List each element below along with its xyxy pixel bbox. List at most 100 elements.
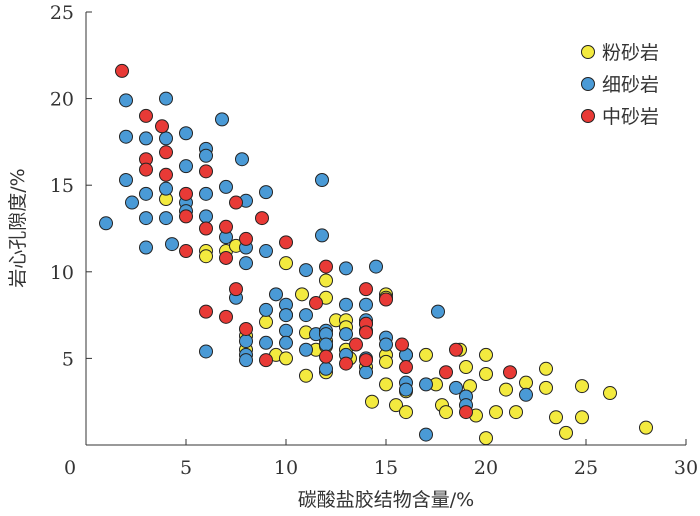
data-point-fine-sandstone <box>259 185 273 200</box>
y-tick-label: 20 <box>50 89 74 111</box>
data-point-siltstone <box>439 405 453 420</box>
data-point-medium-sandstone <box>199 304 213 319</box>
data-point-siltstone <box>489 405 503 420</box>
data-point-siltstone <box>539 361 553 376</box>
data-point-medium-sandstone <box>199 164 213 179</box>
data-point-medium-sandstone <box>459 405 473 420</box>
x-tick-label: 15 <box>374 457 398 479</box>
data-point-fine-sandstone <box>215 112 229 127</box>
data-point-siltstone <box>295 287 309 302</box>
data-point-fine-sandstone <box>339 261 353 276</box>
data-point-fine-sandstone <box>119 129 133 144</box>
data-point-fine-sandstone <box>379 337 393 352</box>
data-point-medium-sandstone <box>439 365 453 380</box>
data-point-fine-sandstone <box>235 152 249 167</box>
data-point-fine-sandstone <box>359 297 373 312</box>
data-point-fine-sandstone <box>165 237 179 252</box>
legend-label-medium-sandstone: 中砂岩 <box>602 106 659 128</box>
data-point-siltstone <box>279 351 293 366</box>
data-point-fine-sandstone <box>179 159 193 174</box>
data-point-medium-sandstone <box>179 244 193 259</box>
data-point-siltstone <box>603 386 617 401</box>
legend-marker-siltstone <box>581 45 595 59</box>
data-point-siltstone <box>575 379 589 394</box>
data-point-siltstone <box>389 398 403 413</box>
legend: 粉砂岩 细砂岩 中砂岩 <box>581 42 659 128</box>
data-point-fine-sandstone <box>139 240 153 255</box>
ticks: 0 5 10 15 20 25 30 5 10 15 20 25 <box>50 2 698 479</box>
data-point-fine-sandstone <box>219 179 233 194</box>
data-point-medium-sandstone <box>199 221 213 236</box>
data-point-fine-sandstone <box>369 259 383 274</box>
data-point-siltstone <box>519 375 533 390</box>
data-point-fine-sandstone <box>399 382 413 397</box>
data-point-siltstone <box>459 360 473 375</box>
data-point-fine-sandstone <box>269 287 283 302</box>
data-point-fine-sandstone <box>315 173 329 188</box>
data-point-fine-sandstone <box>139 211 153 226</box>
data-point-siltstone <box>379 377 393 392</box>
data-point-fine-sandstone <box>449 380 463 395</box>
data-point-medium-sandstone <box>259 353 273 368</box>
data-point-medium-sandstone <box>139 108 153 123</box>
data-point-fine-sandstone <box>259 244 273 259</box>
data-point-medium-sandstone <box>279 235 293 250</box>
x-tick-label: 0 <box>64 457 76 479</box>
legend-marker-fine-sandstone <box>581 77 595 91</box>
data-point-fine-sandstone <box>139 186 153 201</box>
x-tick-label: 30 <box>674 457 698 479</box>
data-point-fine-sandstone <box>259 335 273 350</box>
series-medium-sandstone <box>115 63 517 420</box>
data-point-siltstone <box>479 431 493 446</box>
data-point-fine-sandstone <box>119 93 133 108</box>
x-tick-label: 20 <box>474 457 498 479</box>
data-point-fine-sandstone <box>319 337 333 352</box>
data-point-fine-sandstone <box>239 353 253 368</box>
data-point-fine-sandstone <box>431 304 445 319</box>
data-point-medium-sandstone <box>179 186 193 201</box>
data-point-fine-sandstone <box>119 173 133 188</box>
data-point-siltstone <box>479 366 493 381</box>
data-point-medium-sandstone <box>349 337 363 352</box>
data-point-medium-sandstone <box>309 295 323 310</box>
data-point-fine-sandstone <box>125 195 139 210</box>
y-tick-label: 15 <box>50 175 74 197</box>
y-tick-label: 10 <box>50 262 74 284</box>
data-point-fine-sandstone <box>259 302 273 317</box>
data-point-medium-sandstone <box>395 337 409 352</box>
data-point-fine-sandstone <box>519 387 533 402</box>
data-point-medium-sandstone <box>139 162 153 177</box>
data-point-siltstone <box>559 425 573 440</box>
data-point-siltstone <box>365 394 379 409</box>
x-tick-label: 5 <box>180 457 192 479</box>
data-point-fine-sandstone <box>199 209 213 224</box>
data-point-fine-sandstone <box>199 186 213 201</box>
data-point-medium-sandstone <box>503 365 517 380</box>
data-point-fine-sandstone <box>419 427 433 442</box>
data-point-medium-sandstone <box>255 211 269 226</box>
data-point-medium-sandstone <box>359 353 373 368</box>
series-siltstone <box>159 192 653 446</box>
data-point-fine-sandstone <box>199 148 213 163</box>
data-point-medium-sandstone <box>319 259 333 274</box>
data-point-fine-sandstone <box>339 327 353 342</box>
data-point-fine-sandstone <box>239 334 253 349</box>
y-tick-label: 5 <box>62 348 74 370</box>
data-point-fine-sandstone <box>199 344 213 359</box>
data-point-medium-sandstone <box>339 356 353 371</box>
data-point-fine-sandstone <box>359 365 373 380</box>
data-point-fine-sandstone <box>419 377 433 392</box>
data-points <box>99 63 653 446</box>
data-point-medium-sandstone <box>219 219 233 234</box>
legend-marker-medium-sandstone <box>581 109 595 123</box>
data-point-siltstone <box>259 315 273 330</box>
data-point-fine-sandstone <box>299 342 313 357</box>
legend-label-fine-sandstone: 细砂岩 <box>602 74 659 96</box>
data-point-medium-sandstone <box>179 209 193 224</box>
data-point-fine-sandstone <box>159 131 173 146</box>
data-point-siltstone <box>419 347 433 362</box>
data-point-fine-sandstone <box>159 211 173 226</box>
data-point-medium-sandstone <box>239 321 253 336</box>
data-point-siltstone <box>199 249 213 264</box>
